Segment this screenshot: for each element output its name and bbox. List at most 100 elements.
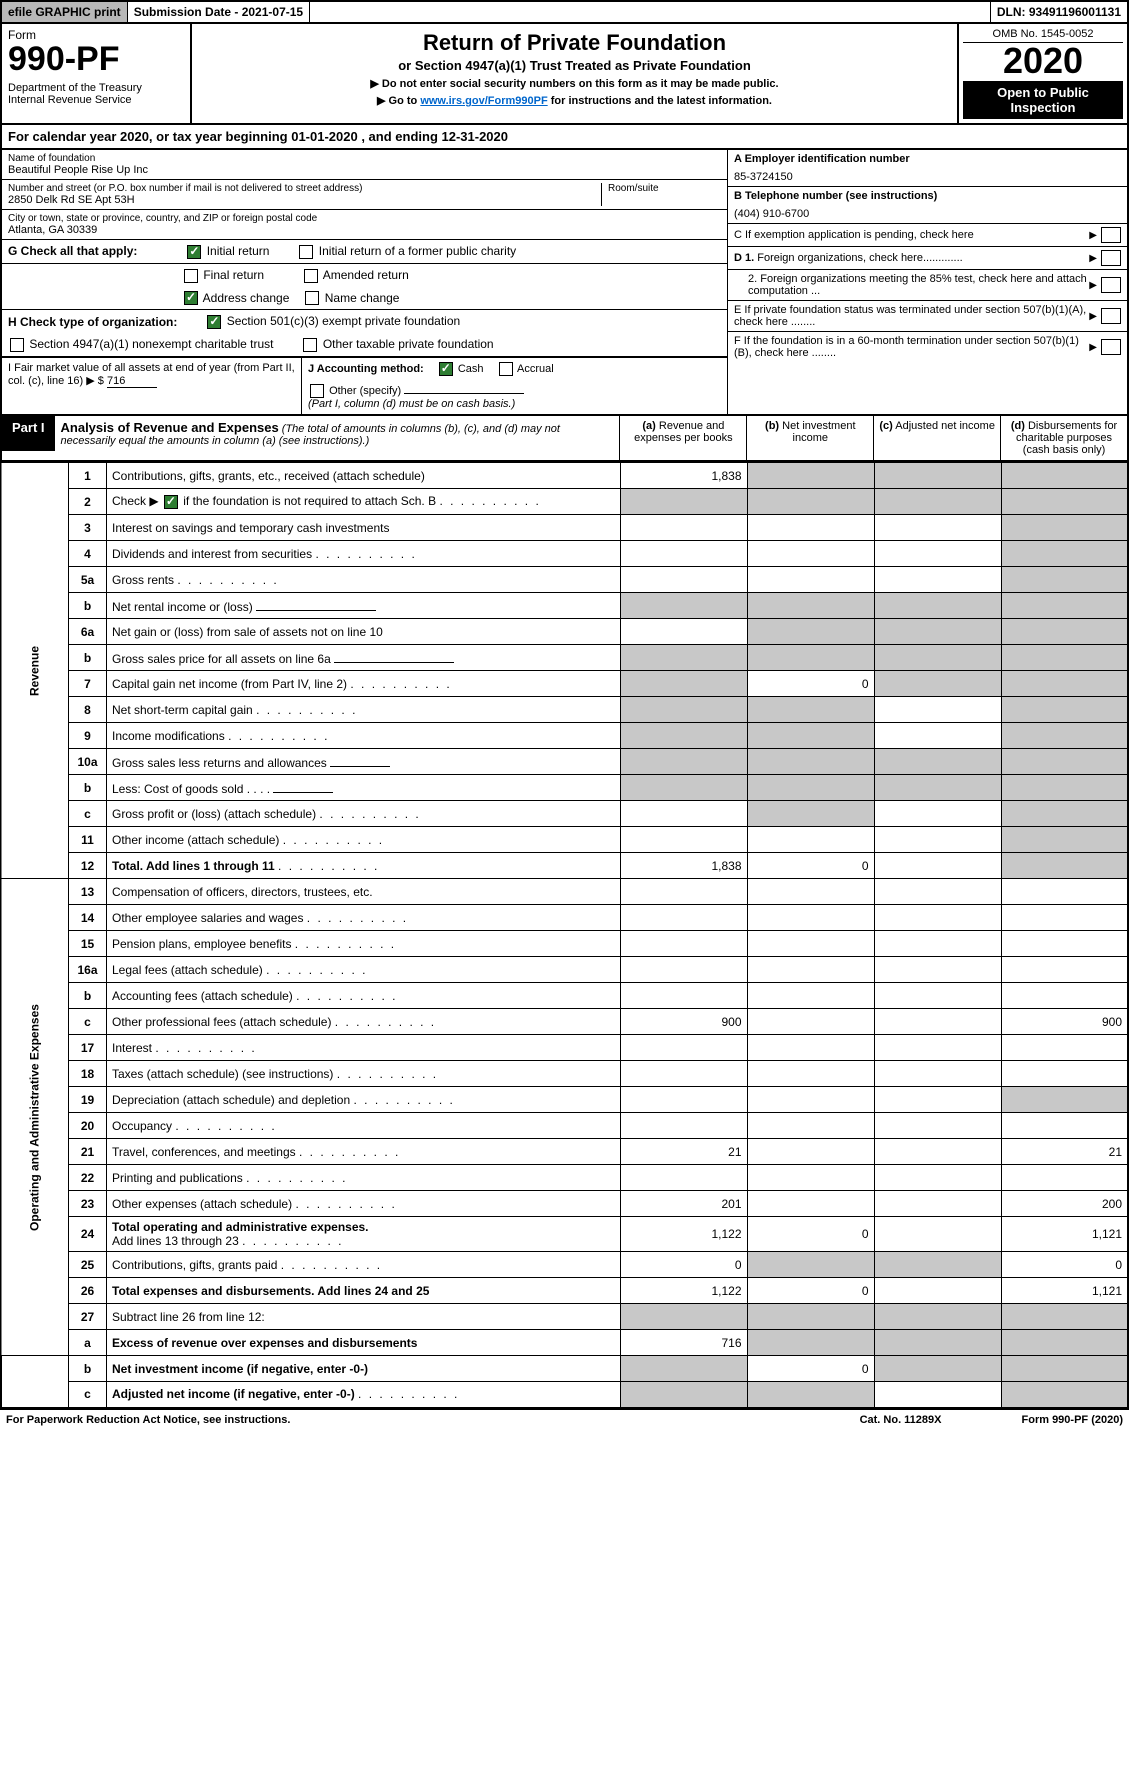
dept-label: Department of the Treasury [8, 82, 184, 94]
form-subtitle: or Section 4947(a)(1) Trust Treated as P… [198, 58, 951, 73]
line-26-b: 0 [747, 1278, 874, 1304]
tax-year: 2020 [963, 43, 1123, 79]
check-4947a1[interactable] [10, 338, 24, 352]
cat-number: Cat. No. 11289X [860, 1414, 942, 1426]
check-no-sch-b[interactable] [164, 495, 178, 509]
table-row: 3Interest on savings and temporary cash … [1, 515, 1128, 541]
table-row: 2 Check ▶ if the foundation is not requi… [1, 489, 1128, 515]
line-27b-b: 0 [747, 1356, 874, 1382]
part1-header-row: Part I Analysis of Revenue and Expenses … [0, 416, 1129, 462]
line-27a-a: 716 [620, 1330, 747, 1356]
line-21-a: 21 [620, 1139, 747, 1165]
check-c[interactable] [1101, 227, 1121, 243]
expenses-side-label: Operating and Administrative Expenses [1, 879, 69, 1356]
table-row: 25Contributions, gifts, grants paid 00 [1, 1252, 1128, 1278]
arrow-icon [1089, 229, 1097, 241]
table-row: bAccounting fees (attach schedule) [1, 983, 1128, 1009]
irs-link[interactable]: www.irs.gov/Form990PF [420, 95, 547, 107]
section-g: G Check all that apply: Initial return I… [2, 240, 727, 264]
submission-date: Submission Date - 2021-07-15 [128, 2, 310, 22]
table-row: 8Net short-term capital gain [1, 697, 1128, 723]
dln: DLN: 93491196001131 [990, 2, 1127, 22]
section-h: H Check type of organization: Section 50… [2, 310, 727, 333]
table-row: 18Taxes (attach schedule) (see instructi… [1, 1061, 1128, 1087]
paperwork-notice: For Paperwork Reduction Act Notice, see … [6, 1414, 860, 1426]
part1-title: Analysis of Revenue and Expenses [61, 420, 279, 435]
check-name-change[interactable] [305, 291, 319, 305]
arrow-icon [1089, 252, 1097, 264]
line-26-d: 1,121 [1001, 1278, 1128, 1304]
table-row: aExcess of revenue over expenses and dis… [1, 1330, 1128, 1356]
table-row: 15Pension plans, employee benefits [1, 931, 1128, 957]
check-address-change[interactable] [184, 291, 198, 305]
check-initial-return[interactable] [187, 245, 201, 259]
other-specify-input[interactable] [404, 380, 524, 394]
table-row: 22Printing and publications [1, 1165, 1128, 1191]
line-j: J Accounting method: Cash Accrual Other … [302, 358, 727, 414]
line-12-b: 0 [747, 853, 874, 879]
line-23-d: 200 [1001, 1191, 1128, 1217]
open-to-public: Open to Public Inspection [963, 81, 1123, 119]
header-right: OMB No. 1545-0052 2020 Open to Public In… [957, 24, 1127, 123]
entity-info: Name of foundation Beautiful People Rise… [0, 150, 1129, 416]
instr-1: ▶ Do not enter social security numbers o… [198, 77, 951, 90]
fmv-value: 716 [107, 375, 157, 388]
check-d1[interactable] [1101, 250, 1121, 266]
line-16c-d: 900 [1001, 1009, 1128, 1035]
line-1-desc: Contributions, gifts, grants, etc., rece… [107, 463, 621, 489]
table-row: 12Total. Add lines 1 through 11 1,8380 [1, 853, 1128, 879]
table-row: 16aLegal fees (attach schedule) [1, 957, 1128, 983]
revenue-side-label: Revenue [1, 463, 69, 879]
table-row: 17Interest [1, 1035, 1128, 1061]
d2-label: 2. Foreign organizations meeting the 85%… [748, 273, 1089, 297]
check-f[interactable] [1101, 339, 1121, 355]
e-label: E If private foundation status was termi… [734, 304, 1089, 328]
line-26-a: 1,122 [620, 1278, 747, 1304]
table-row: bLess: Cost of goods sold . . . . [1, 775, 1128, 801]
line-16c-a: 900 [620, 1009, 747, 1035]
form-number: 990-PF [8, 42, 184, 76]
table-row: bGross sales price for all assets on lin… [1, 645, 1128, 671]
section-g-row3: Address change Name change [2, 287, 727, 311]
col-b-header: Net investment income [782, 420, 855, 444]
header-center: Return of Private Foundation or Section … [192, 24, 957, 123]
ein-label: A Employer identification number [734, 153, 910, 165]
table-row: Revenue 1 Contributions, gifts, grants, … [1, 463, 1128, 489]
col-c-header: Adjusted net income [895, 420, 995, 432]
check-initial-former[interactable] [299, 245, 313, 259]
table-row: bNet investment income (if negative, ent… [1, 1356, 1128, 1382]
h-label: H Check type of organization: [8, 315, 177, 329]
table-row: 14Other employee salaries and wages [1, 905, 1128, 931]
table-row: 9Income modifications [1, 723, 1128, 749]
line-i: I Fair market value of all assets at end… [2, 358, 302, 414]
form-title: Return of Private Foundation [198, 30, 951, 56]
check-other-taxable[interactable] [303, 338, 317, 352]
check-d2[interactable] [1101, 277, 1121, 293]
check-final-return[interactable] [184, 269, 198, 283]
tel-label: B Telephone number (see instructions) [734, 190, 937, 202]
ein-value: 85-3724150 [734, 171, 1121, 183]
table-row: 19Depreciation (attach schedule) and dep… [1, 1087, 1128, 1113]
tel-value: (404) 910-6700 [734, 208, 1121, 220]
d1-label: Foreign organizations, check here.......… [757, 252, 962, 264]
line-25-a: 0 [620, 1252, 747, 1278]
check-cash[interactable] [439, 362, 453, 376]
check-e[interactable] [1101, 308, 1121, 324]
cash-basis-note: (Part I, column (d) must be on cash basi… [308, 398, 721, 410]
foundation-name: Beautiful People Rise Up Inc [8, 164, 721, 176]
check-other-method[interactable] [310, 384, 324, 398]
check-501c3[interactable] [207, 315, 221, 329]
table-row: 10aGross sales less returns and allowanc… [1, 749, 1128, 775]
section-h-row2: Section 4947(a)(1) nonexempt charitable … [2, 333, 727, 357]
check-amended-return[interactable] [304, 269, 318, 283]
top-bar: efile GRAPHIC print Submission Date - 20… [0, 0, 1129, 24]
name-label: Name of foundation [8, 153, 721, 164]
table-row: 24Total operating and administrative exp… [1, 1217, 1128, 1252]
form-header: Form 990-PF Department of the Treasury I… [0, 24, 1129, 125]
efile-label[interactable]: efile GRAPHIC print [2, 2, 128, 22]
check-accrual[interactable] [499, 362, 513, 376]
table-row: cAdjusted net income (if negative, enter… [1, 1382, 1128, 1408]
footer: For Paperwork Reduction Act Notice, see … [0, 1409, 1129, 1430]
arrow-icon [1089, 279, 1097, 291]
part1-table: Revenue 1 Contributions, gifts, grants, … [0, 462, 1129, 1409]
